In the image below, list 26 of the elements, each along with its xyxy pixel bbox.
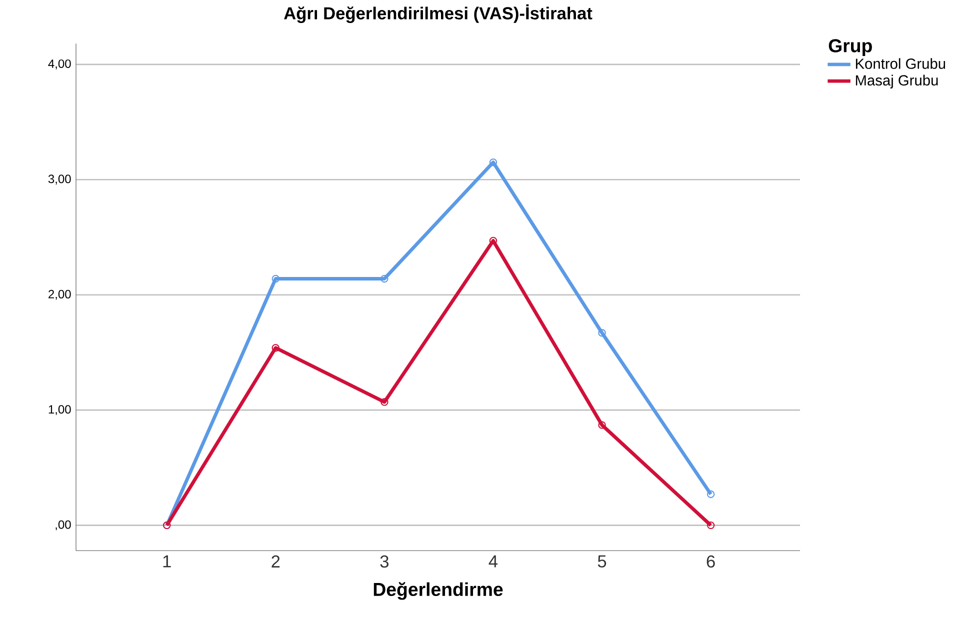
x-tick-label: 6	[706, 556, 715, 568]
point	[706, 522, 715, 530]
legend-title: Grup	[828, 39, 872, 56]
point	[598, 421, 606, 430]
x-axis-title: Değerlendirme	[374, 582, 503, 600]
y-tick-label: 1,00	[48, 405, 71, 416]
legend-label: Kontrol Grubu	[856, 58, 946, 70]
y-tick-label: ,00	[56, 520, 71, 530]
y-tick-label: 2,00	[48, 290, 71, 300]
point	[489, 237, 498, 245]
legend-label: Masaj Grubu	[856, 74, 938, 89]
point	[380, 275, 388, 283]
y-tick-label: 3,00	[48, 174, 71, 185]
y-tick-label: 4,00	[48, 60, 71, 70]
x-tick-label: 1	[163, 556, 171, 568]
x-tick-label: 4	[488, 556, 498, 568]
point	[272, 344, 280, 352]
point	[380, 398, 388, 406]
x-tick-label: 3	[380, 556, 388, 568]
x-tick-label: 2	[272, 556, 280, 568]
x-tick-label: 5	[598, 556, 606, 568]
chart-title: Ağrı Değerlendirilmesi (VAS)-İstirahat	[284, 4, 592, 24]
point	[706, 490, 715, 498]
point	[598, 329, 606, 337]
point	[272, 275, 280, 283]
point	[489, 158, 498, 166]
